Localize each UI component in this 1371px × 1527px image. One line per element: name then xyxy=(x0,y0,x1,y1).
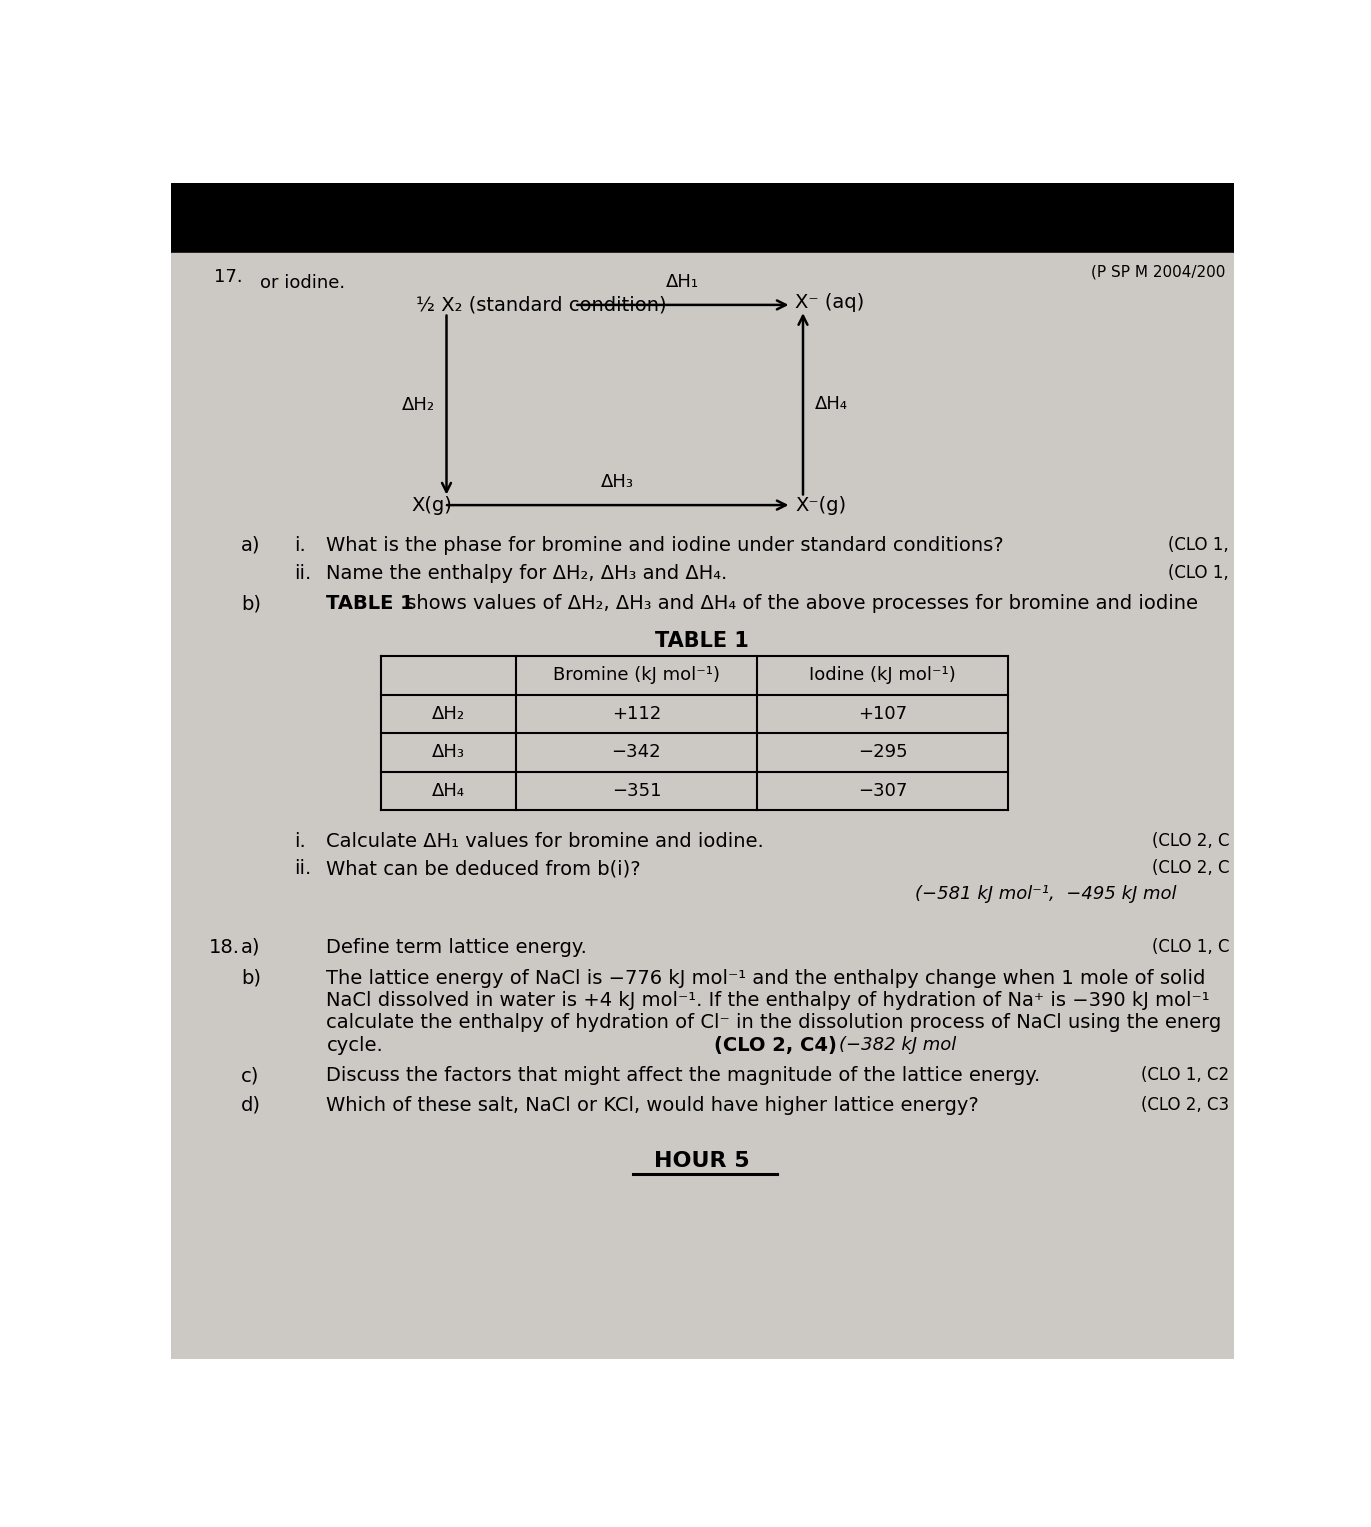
Text: Calculate ΔH₁ values for bromine and iodine.: Calculate ΔH₁ values for bromine and iod… xyxy=(326,832,764,851)
Text: or iodine.: or iodine. xyxy=(260,275,345,292)
Text: ΔH₂: ΔH₂ xyxy=(402,395,435,414)
Text: X⁻(g): X⁻(g) xyxy=(795,496,846,515)
Text: (CLO 2, C3: (CLO 2, C3 xyxy=(1141,1096,1230,1113)
Text: 18.: 18. xyxy=(208,938,240,957)
Text: Define term lattice energy.: Define term lattice energy. xyxy=(326,938,587,957)
Text: −342: −342 xyxy=(611,744,661,762)
Text: Discuss the factors that might affect the magnitude of the lattice energy.: Discuss the factors that might affect th… xyxy=(326,1066,1041,1086)
Text: (−581 kJ mol⁻¹,  −495 kJ mol: (−581 kJ mol⁻¹, −495 kJ mol xyxy=(916,886,1176,904)
Text: ΔH₁: ΔH₁ xyxy=(666,273,699,292)
Text: cycle.: cycle. xyxy=(326,1035,383,1055)
Text: NaCl dissolved in water is +4 kJ mol⁻¹. If the enthalpy of hydration of Na⁺ is −: NaCl dissolved in water is +4 kJ mol⁻¹. … xyxy=(326,991,1211,1009)
Text: Bromine (kJ mol⁻¹): Bromine (kJ mol⁻¹) xyxy=(553,666,720,684)
Text: ½ X₂ (standard condition): ½ X₂ (standard condition) xyxy=(415,295,666,315)
Text: d): d) xyxy=(241,1096,260,1115)
Text: The lattice energy of NaCl is −776 kJ mol⁻¹ and the enthalpy change when 1 mole : The lattice energy of NaCl is −776 kJ mo… xyxy=(326,968,1205,988)
Text: ΔH₂: ΔH₂ xyxy=(432,705,465,722)
Text: (CLO 1, C2: (CLO 1, C2 xyxy=(1141,1066,1230,1084)
Text: +107: +107 xyxy=(858,705,908,722)
Bar xyxy=(171,183,1234,252)
Text: ii.: ii. xyxy=(293,860,311,878)
Text: Name the enthalpy for ΔH₂, ΔH₃ and ΔH₄.: Name the enthalpy for ΔH₂, ΔH₃ and ΔH₄. xyxy=(326,563,728,583)
Text: What can be deduced from b(i)?: What can be deduced from b(i)? xyxy=(326,860,642,878)
Text: (CLO 2, C: (CLO 2, C xyxy=(1152,860,1230,878)
Text: (CLO 2, C4): (CLO 2, C4) xyxy=(714,1035,836,1055)
Text: HOUR 5: HOUR 5 xyxy=(654,1151,750,1171)
Text: ΔH₄: ΔH₄ xyxy=(814,395,847,412)
Text: ΔH₃: ΔH₃ xyxy=(432,744,465,762)
Text: −295: −295 xyxy=(858,744,908,762)
Text: ΔH₄: ΔH₄ xyxy=(432,782,465,800)
Text: Which of these salt, NaCl or KCl, would have higher lattice energy?: Which of these salt, NaCl or KCl, would … xyxy=(326,1096,979,1115)
Text: TABLE 1: TABLE 1 xyxy=(655,631,749,652)
Text: X(g): X(g) xyxy=(411,496,452,515)
Text: i.: i. xyxy=(293,536,306,554)
Text: (CLO 2, C: (CLO 2, C xyxy=(1152,832,1230,849)
Text: a): a) xyxy=(241,536,260,554)
Text: c): c) xyxy=(241,1066,259,1086)
Text: shows values of ΔH₂, ΔH₃ and ΔH₄ of the above processes for bromine and iodine: shows values of ΔH₂, ΔH₃ and ΔH₄ of the … xyxy=(400,594,1198,614)
Text: b): b) xyxy=(241,594,260,614)
Text: 17.: 17. xyxy=(214,267,243,286)
Text: X⁻ (aq): X⁻ (aq) xyxy=(795,293,865,312)
Text: −351: −351 xyxy=(611,782,661,800)
Text: +112: +112 xyxy=(611,705,661,722)
Text: −307: −307 xyxy=(858,782,908,800)
Text: Iodine (kJ mol⁻¹): Iodine (kJ mol⁻¹) xyxy=(809,666,956,684)
Text: calculate the enthalpy of hydration of Cl⁻ in the dissolution process of NaCl us: calculate the enthalpy of hydration of C… xyxy=(326,1014,1222,1032)
Text: a): a) xyxy=(241,938,260,957)
Text: i.: i. xyxy=(293,832,306,851)
Text: ΔH₃: ΔH₃ xyxy=(602,473,635,492)
Text: (CLO 1, C: (CLO 1, C xyxy=(1152,938,1230,956)
Text: b): b) xyxy=(241,968,260,988)
Text: (CLO 1,: (CLO 1, xyxy=(1168,563,1230,582)
Text: TABLE 1: TABLE 1 xyxy=(326,594,414,614)
Text: (−382 kJ mol: (−382 kJ mol xyxy=(839,1035,957,1054)
Text: (CLO 1,: (CLO 1, xyxy=(1168,536,1230,554)
Text: What is the phase for bromine and iodine under standard conditions?: What is the phase for bromine and iodine… xyxy=(326,536,1004,554)
Text: (P SP M 2004/200: (P SP M 2004/200 xyxy=(1091,264,1226,279)
Text: ii.: ii. xyxy=(293,563,311,583)
